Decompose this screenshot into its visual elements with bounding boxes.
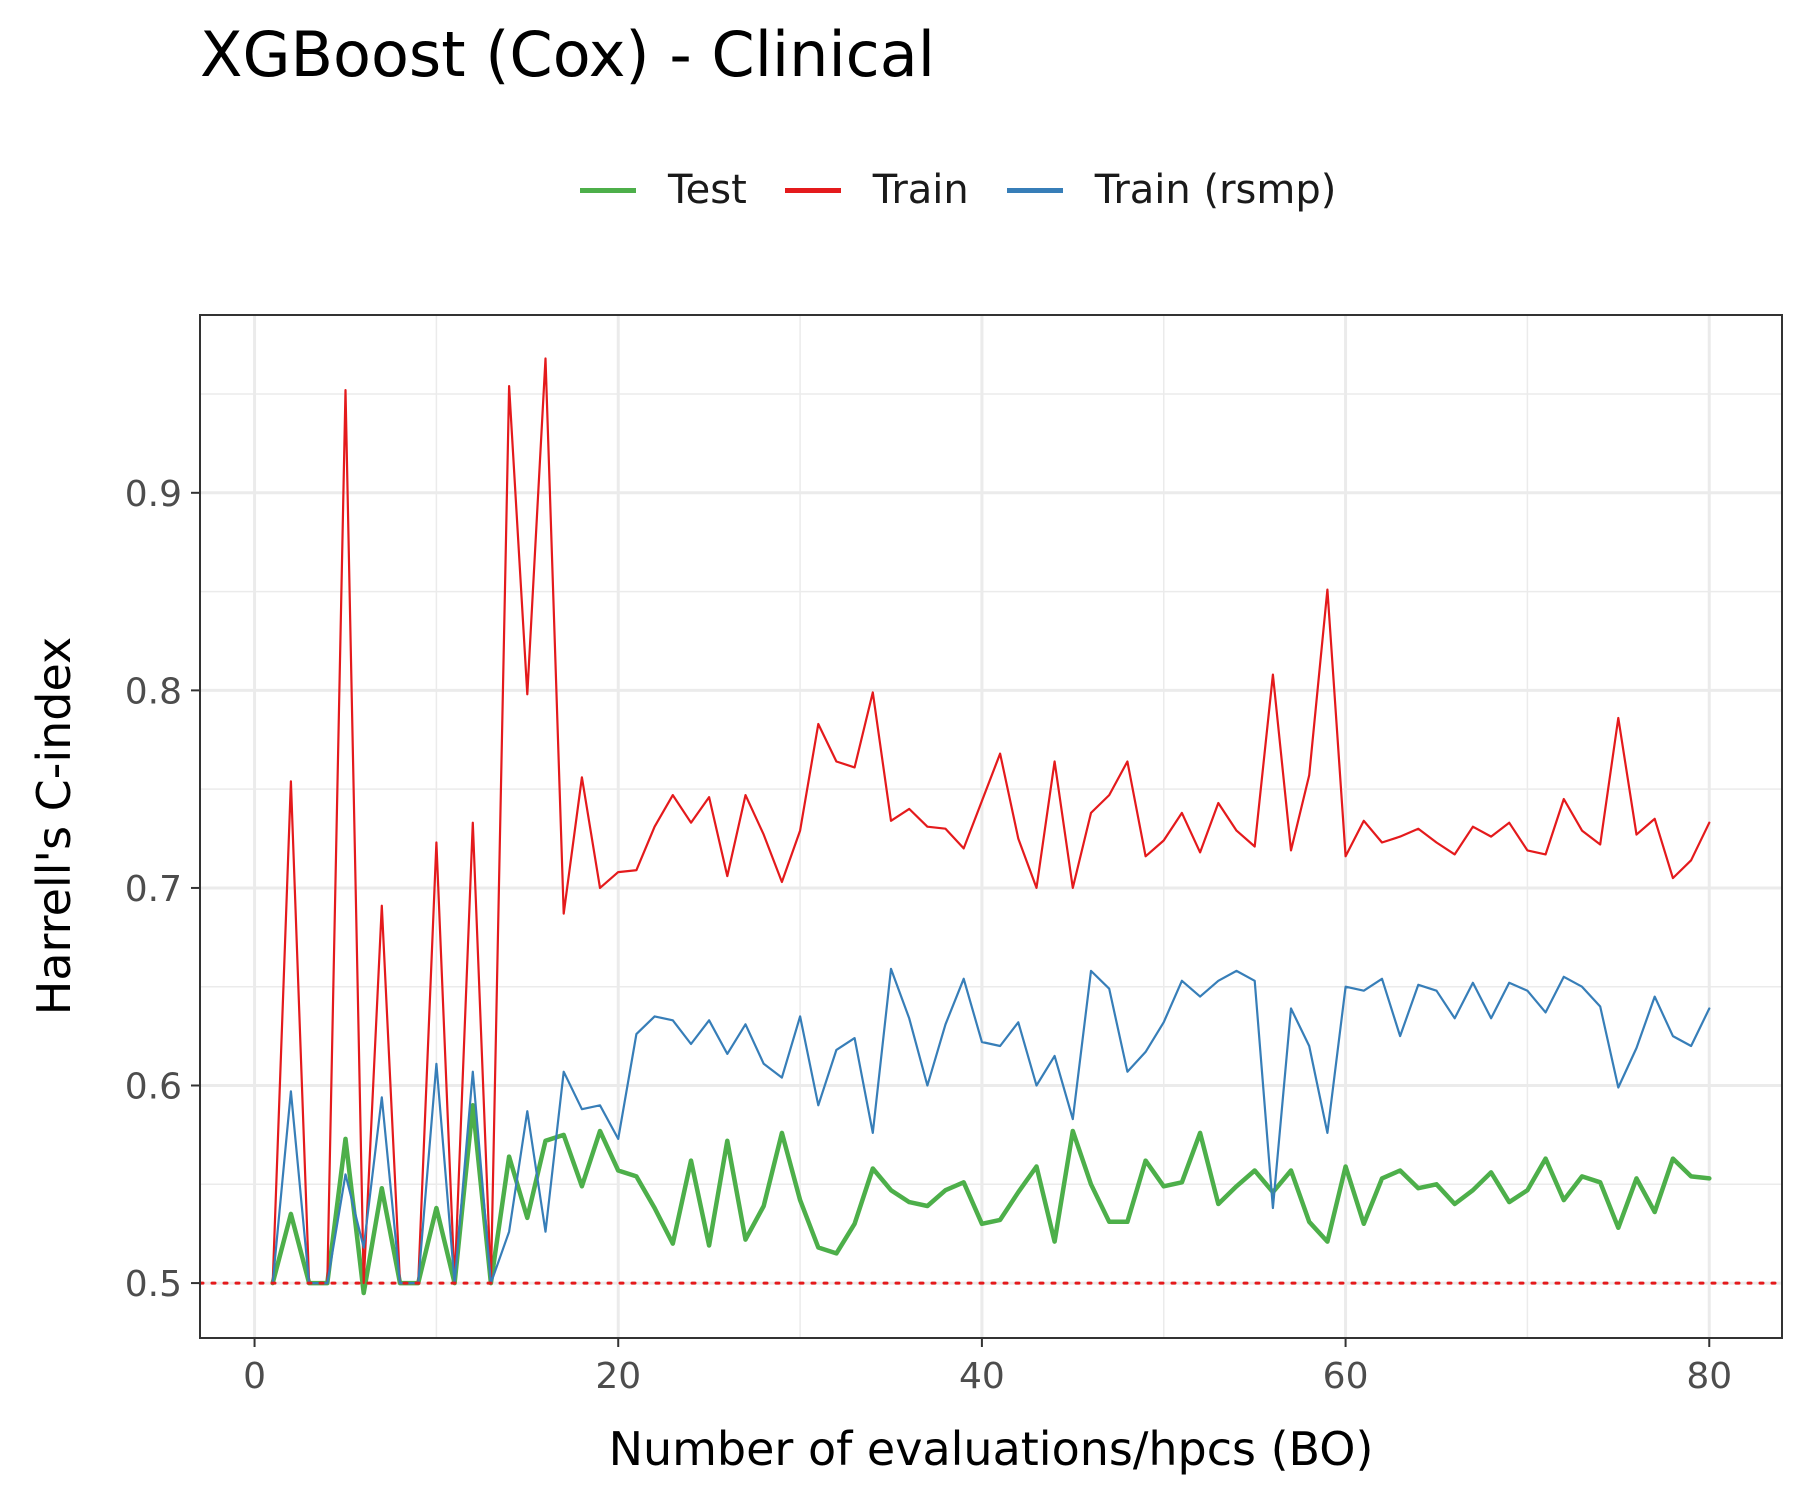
plot-panel-border	[199, 314, 1783, 1339]
series-line-train-rsmp	[271, 967, 1711, 1285]
y-tick-label: 0.5	[125, 1264, 182, 1305]
series-line-test	[270, 1103, 1712, 1296]
x-tick-label: 20	[595, 1356, 641, 1397]
legend-label-train-rsmp: Train (rsmp)	[1094, 167, 1337, 213]
x-tick-label: 0	[243, 1356, 266, 1397]
legend-swatch-train-rsmp	[1006, 187, 1063, 193]
grid-lines	[200, 315, 1782, 1338]
legend-swatch-test	[580, 187, 636, 193]
series-line-train	[271, 357, 1711, 1285]
x-tick-label: 40	[959, 1356, 1005, 1397]
y-axis-title: Harrell's C-index	[27, 637, 81, 1015]
y-tick-label: 0.8	[125, 671, 182, 712]
y-tick-label: 0.6	[125, 1067, 182, 1108]
legend-item-train-rsmp: Train (rsmp)	[1006, 167, 1337, 213]
legend-swatch-train	[784, 187, 841, 193]
legend-label-train: Train	[872, 167, 969, 213]
legend-item-test: Test	[580, 167, 747, 213]
y-tick-label: 0.7	[125, 869, 182, 910]
legend: Test Train Train (rsmp)	[580, 160, 1374, 220]
x-tick-label: 60	[1323, 1356, 1369, 1397]
axes: 0 20 40 60 80 0.5 0.6 0.7 0.8 0.9	[125, 474, 1732, 1397]
legend-label-test: Test	[668, 167, 747, 213]
series-lines	[198, 357, 1784, 1296]
x-axis-title: Number of evaluations/hpcs (BO)	[609, 1422, 1374, 1476]
legend-item-train: Train	[784, 167, 969, 213]
chart-title: XGBoost (Cox) - Clinical	[200, 18, 935, 91]
x-tick-label: 80	[1686, 1356, 1732, 1397]
y-tick-label: 0.9	[125, 474, 182, 515]
